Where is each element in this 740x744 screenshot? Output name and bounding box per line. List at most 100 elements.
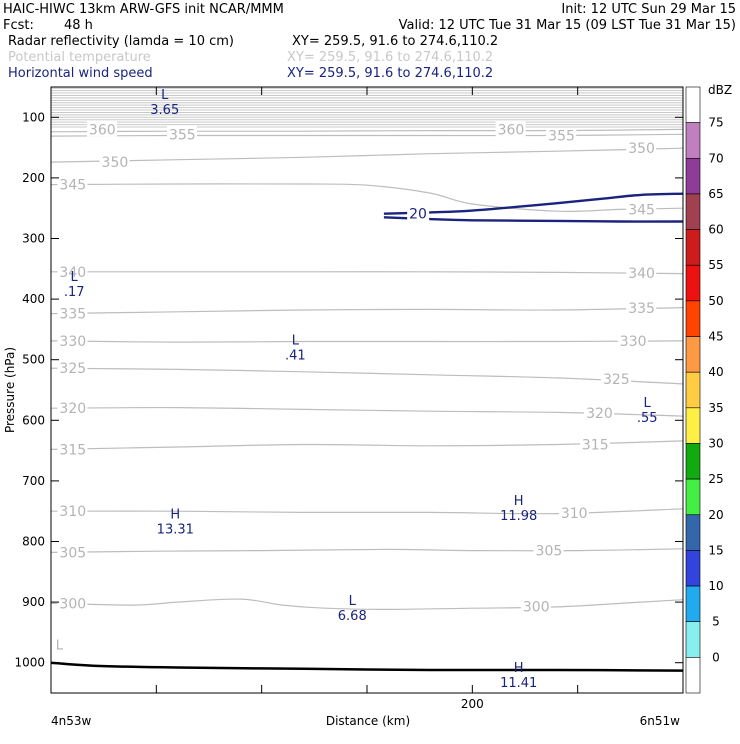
- extremum-symbol: L: [292, 334, 300, 349]
- theta-label-bg: [57, 305, 88, 321]
- theta-label: 340: [59, 265, 86, 281]
- y-tick-label: 100: [22, 110, 45, 124]
- header-fcst-label: Fcst:: [3, 18, 34, 33]
- colorbar-level-label: 5: [712, 615, 720, 629]
- theta-label-bg: [57, 176, 88, 192]
- y-tick-label: 700: [22, 474, 45, 488]
- theta-label: 315: [582, 438, 609, 454]
- colorbar-swatch: [685, 193, 701, 230]
- header-title: HAIC-HIWC 13km ARW-GFS init NCAR/MMM: [3, 2, 284, 17]
- theta-contour-335: [50, 307, 684, 315]
- theta-label: 335: [59, 307, 86, 323]
- theta-label-bg: [57, 400, 88, 416]
- theta-label: 300: [59, 596, 86, 612]
- wind-label-bg: [407, 205, 430, 221]
- y-axis: 100 200 300 400 500 600 700 800 900 1000: [14, 110, 683, 670]
- theta-label-bg: [626, 265, 657, 281]
- colorbar-swatch: [685, 621, 701, 658]
- theta-contour-340: [51, 271, 684, 275]
- theta-label: 360: [89, 122, 116, 138]
- theta-label: 330: [620, 334, 647, 350]
- theta-label-bg: [600, 371, 631, 387]
- field-name-theta: Potential temperature: [8, 50, 151, 65]
- y-tick-label: 1000: [14, 656, 45, 670]
- x-end-label: 6n51w: [640, 714, 681, 728]
- y-tick-label: 800: [22, 535, 45, 549]
- extremum-symbol: H: [170, 507, 180, 522]
- colorbar-level-label: 45: [708, 330, 723, 344]
- extremum-value: 6.68: [338, 609, 367, 624]
- theta-contour-330: [50, 340, 684, 343]
- theta-label-bg: [57, 360, 88, 376]
- extremum-symbol: H: [514, 494, 524, 509]
- extremum-value: 3.65: [150, 103, 179, 118]
- y-tick-label: 500: [22, 353, 45, 367]
- theta-contour-345: [50, 183, 684, 213]
- colorbar-level-label: 50: [708, 294, 723, 308]
- theta-label-bg: [166, 126, 197, 142]
- colorbar-level-label: 70: [708, 151, 723, 165]
- x-axis-label: Distance (km): [326, 714, 410, 728]
- colorbar-level-label: 65: [708, 187, 723, 201]
- theta-label: 310: [59, 504, 86, 520]
- y-tick-label: 200: [22, 171, 45, 185]
- colorbar-swatch: [685, 443, 701, 480]
- y-tick-label: 300: [22, 232, 45, 246]
- theta-label-bg: [520, 598, 551, 614]
- y-tick-label: 600: [22, 413, 45, 427]
- theta-label: 305: [59, 545, 86, 561]
- theta-label-bg: [546, 127, 577, 143]
- theta-label: 315: [59, 442, 86, 458]
- colorbar-level-label: 55: [708, 258, 723, 272]
- theta-contour-325: [50, 367, 684, 385]
- potential-temperature-labels: 300 300 305 305 310 310 315 315 320 320 325 325 330 3…: [57, 121, 657, 615]
- theta-label: 355: [169, 127, 196, 143]
- colorbar-swatch: [685, 371, 701, 409]
- theta-label-bg: [533, 542, 564, 558]
- y-axis-label: Pressure (hPa): [3, 347, 17, 433]
- extremum-symbol: L: [161, 88, 169, 103]
- plot-frame: [51, 87, 683, 693]
- extremum-value: .17: [64, 285, 85, 300]
- x-start-label: 4n53w: [51, 714, 92, 728]
- header-valid: Valid: 12 UTC Tue 31 Mar 15 (09 LST Tue …: [399, 18, 736, 33]
- field-xy-wind: XY= 259.5, 91.6 to 274.6,110.2: [287, 66, 493, 81]
- colorbar-swatch: [685, 157, 701, 195]
- wind-label: 20: [409, 207, 427, 223]
- theta-label: 355: [548, 128, 575, 144]
- extrema-markers: L3.65L.17L.41L.55H13.31H11.98L6.68H11.41…: [56, 88, 658, 691]
- theta-label-bg: [617, 332, 648, 348]
- extremum-value: .41: [285, 349, 306, 364]
- theta-label-bg: [57, 263, 88, 279]
- colorbar-unit: dBZ: [708, 83, 732, 97]
- colorbar-level-label: 75: [708, 116, 723, 130]
- theta-label-bg: [584, 405, 615, 421]
- theta-label-bg: [558, 505, 589, 521]
- theta-label-bg: [579, 436, 610, 452]
- colorbar-swatch: [685, 550, 701, 587]
- colorbar-swatch: [685, 478, 701, 516]
- colorbar-level-label: 15: [708, 543, 723, 557]
- theta-contour-305: [50, 548, 684, 553]
- theta-label-bg: [57, 595, 88, 611]
- header-fcst-value: 48 h: [64, 18, 93, 33]
- colorbar-swatch: [685, 657, 701, 694]
- colorbar-level-label: 40: [708, 365, 723, 379]
- theta-contour-320: [50, 406, 684, 417]
- header-init: Init: 12 UTC Sun 29 Mar 15: [561, 2, 736, 17]
- theta-label: 330: [59, 334, 86, 350]
- colorbar-swatch: [685, 264, 701, 302]
- colorbar-level-label: 20: [708, 508, 723, 522]
- theta-label-bg: [626, 201, 657, 217]
- x-axis: 200: [155, 87, 579, 711]
- theta-label: 325: [603, 372, 630, 388]
- y-tick-label: 400: [22, 292, 45, 306]
- extremum-symbol: L: [349, 594, 357, 609]
- theta-label: 325: [59, 361, 86, 377]
- theta-label: 320: [586, 406, 613, 422]
- extremum-value: 13.31: [157, 522, 194, 537]
- theta-contour-315: [50, 440, 684, 450]
- theta-label: 310: [561, 506, 588, 522]
